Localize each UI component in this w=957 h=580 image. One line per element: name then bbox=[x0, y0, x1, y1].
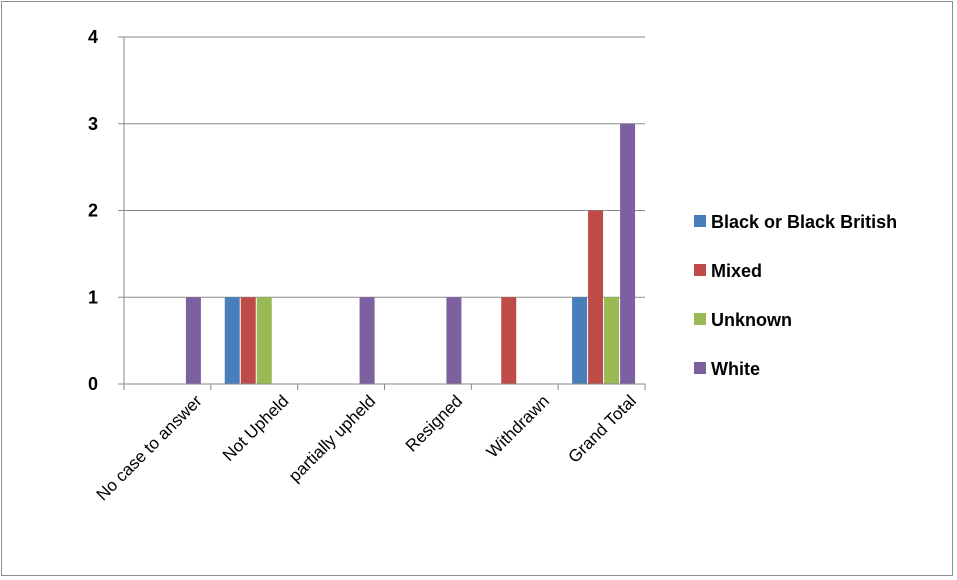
bar-white-2 bbox=[359, 297, 375, 384]
bar-white-3 bbox=[446, 297, 462, 384]
y-tick-label: 1 bbox=[88, 287, 98, 307]
bar-black-or-black-british-1 bbox=[224, 297, 240, 384]
bar-white-5 bbox=[620, 123, 636, 384]
bar-unknown-1 bbox=[256, 297, 272, 384]
y-tick-label: 3 bbox=[88, 114, 98, 134]
bar-white-0 bbox=[185, 297, 201, 384]
legend-swatch bbox=[694, 215, 706, 227]
legend-swatch bbox=[694, 362, 706, 374]
bar-black-or-black-british-5 bbox=[572, 297, 588, 384]
y-tick-label: 2 bbox=[88, 201, 98, 221]
x-category-label: Resigned bbox=[402, 391, 466, 455]
bar-mixed-1 bbox=[240, 297, 256, 384]
legend-label: Mixed bbox=[711, 261, 762, 281]
bar-unknown-5 bbox=[604, 297, 620, 384]
legend-label: White bbox=[711, 359, 760, 379]
x-category-label: Withdrawn bbox=[483, 391, 553, 461]
legend-swatch bbox=[694, 313, 706, 325]
legend-label: Unknown bbox=[711, 310, 792, 330]
legend-label: Black or Black British bbox=[711, 212, 897, 232]
bar-mixed-4 bbox=[501, 297, 517, 384]
x-category-label: Not Upheld bbox=[219, 391, 293, 465]
x-category-label: partially upheld bbox=[285, 391, 379, 485]
x-category-label: No case to answer bbox=[93, 391, 206, 504]
y-tick-label: 0 bbox=[88, 374, 98, 394]
y-tick-label: 4 bbox=[88, 27, 98, 47]
bar-mixed-5 bbox=[588, 210, 604, 384]
x-category-label: Grand Total bbox=[564, 391, 639, 466]
legend-swatch bbox=[694, 264, 706, 276]
